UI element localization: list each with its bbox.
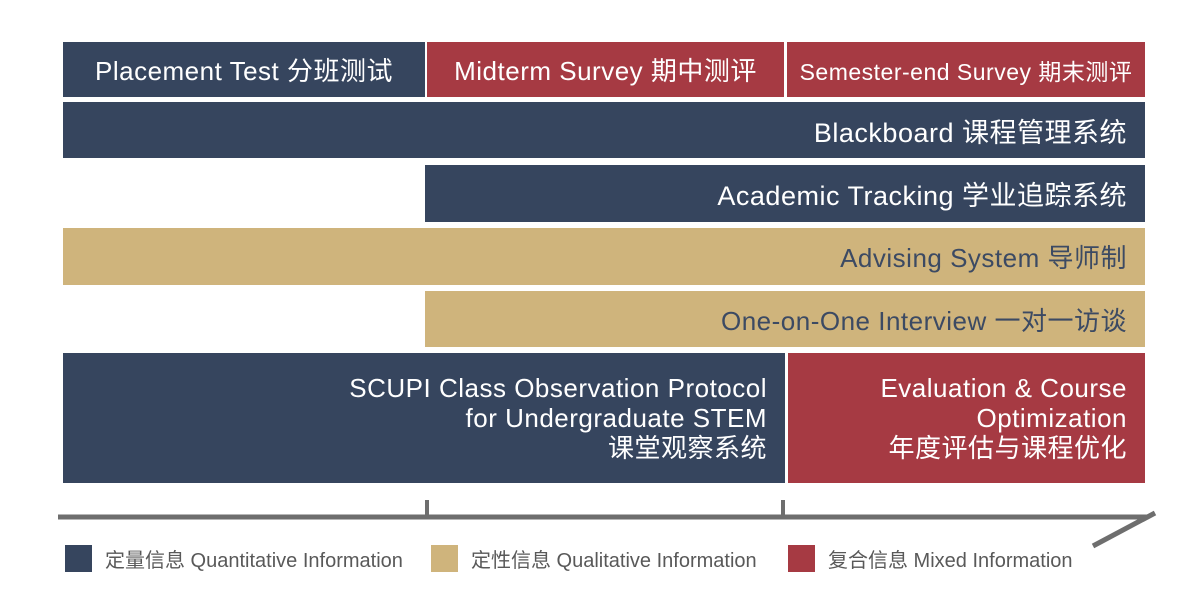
bar-evaluation-course-optimization: Evaluation & Course Optimization 年度评估与课程…	[788, 353, 1145, 483]
bar-label-line: Evaluation & Course	[880, 372, 1127, 403]
quantitative-color-swatch	[65, 544, 92, 572]
bar-advising-system: Advising System 导师制	[63, 228, 1145, 285]
legend-label: 定性信息 Qualitative Information	[471, 549, 757, 572]
bar-label: Semester-end Survey 期末测评	[799, 58, 1133, 85]
legend-item-qualitative: 定性信息 Qualitative Information	[431, 543, 757, 573]
bar-blackboard: Blackboard 课程管理系统	[63, 102, 1145, 158]
bar-one-on-one-interview: One-on-One Interview 一对一访谈	[425, 291, 1145, 347]
legend-item-mixed: 复合信息 Mixed Information	[788, 543, 1073, 573]
mixed-color-swatch	[788, 544, 815, 572]
bar-semester-end-survey: Semester-end Survey 期末测评	[787, 42, 1145, 97]
bar-label: One-on-One Interview 一对一访谈	[720, 305, 1127, 336]
bar-label: Academic Tracking 学业追踪系统	[717, 181, 1127, 211]
bar-scupi-class-observation: SCUPI Class Observation Protocol for Und…	[63, 353, 785, 483]
legend-label: 复合信息 Mixed Information	[828, 549, 1073, 572]
qualitative-color-swatch	[431, 544, 458, 572]
bar-academic-tracking: Academic Tracking 学业追踪系统	[425, 165, 1145, 222]
bar-label-line: 课堂观察系统	[607, 433, 767, 464]
bar-label-line: Optimization	[976, 402, 1127, 433]
bar-midterm-survey: Midterm Survey 期中测评	[427, 42, 784, 97]
bar-label-line: SCUPI Class Observation Protocol	[349, 372, 767, 403]
bar-label-line: 年度评估与课程优化	[888, 433, 1127, 464]
legend-label: 定量信息 Quantitative Information	[105, 549, 403, 572]
bar-label-line: for Undergraduate STEM	[465, 402, 767, 433]
bar-label: Placement Test 分班测试	[94, 56, 393, 86]
bar-label: Blackboard 课程管理系统	[813, 117, 1127, 148]
axis-arrow-barb	[1091, 510, 1157, 549]
timeline-axis	[58, 500, 1157, 549]
bar-label: Advising System 导师制	[840, 243, 1127, 273]
legend: 定量信息 Quantitative Information 定性信息 Quali…	[0, 543, 1200, 575]
legend-item-quantitative: 定量信息 Quantitative Information	[65, 543, 403, 573]
bars-area: Placement Test 分班测试 Midterm Survey 期中测评 …	[63, 42, 1145, 483]
bar-label-multiline: Evaluation & Course Optimization 年度评估与课程…	[880, 373, 1127, 463]
bar-placement-test: Placement Test 分班测试	[63, 42, 425, 97]
bar-label-multiline: SCUPI Class Observation Protocol for Und…	[349, 373, 767, 463]
bar-label: Midterm Survey 期中测评	[454, 56, 757, 86]
